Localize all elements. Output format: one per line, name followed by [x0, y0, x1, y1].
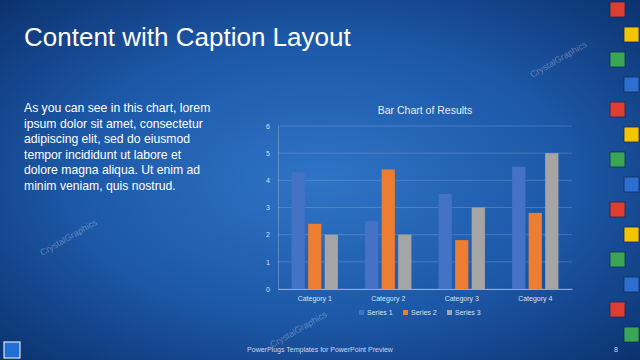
bar [439, 194, 452, 289]
x-tick-label: Category 3 [445, 295, 479, 303]
x-axis-line [279, 289, 573, 290]
legend-swatch [359, 310, 364, 315]
bars [292, 153, 559, 289]
background [0, 0, 640, 360]
y-axis-line [278, 127, 279, 290]
legend-label: Series 1 [367, 309, 393, 316]
bar [292, 172, 305, 289]
decor-square [610, 302, 625, 317]
grid-line [278, 153, 572, 154]
caption-line: dolore magna aliqua. Ut enim ad [24, 163, 200, 177]
bar [382, 169, 395, 289]
x-tick: Category 3 [445, 289, 479, 303]
slide-title: Content with Caption Layout [24, 22, 351, 52]
legend-swatch [403, 310, 408, 315]
grid-line [278, 234, 572, 235]
footer: PowerPlugs Templates for PowerPoint Prev… [247, 346, 394, 354]
watermark: CrystalGraphics [38, 217, 99, 258]
decor-square [610, 2, 625, 17]
y-tick: 1 [266, 259, 278, 266]
decor-square [624, 327, 639, 342]
x-tick-label: Category 4 [518, 295, 552, 303]
decor-square [610, 152, 625, 167]
bar [308, 224, 321, 289]
bar [398, 235, 411, 289]
chart: Bar Chart of Results0123456Category 1Cat… [266, 104, 572, 316]
y-axis: 0 1 2 3 4 5 6 [266, 123, 278, 293]
grid-line [278, 207, 572, 208]
grid-line [278, 126, 572, 127]
decor-square [610, 102, 625, 117]
bar [512, 167, 525, 289]
caption-line: minim veniam, quis nostrud. [24, 179, 176, 193]
y-tick-label: 2 [266, 231, 270, 238]
bar [529, 213, 542, 289]
x-axis: Category 1 Category 2 Category 3 Category 4 [279, 289, 573, 303]
legend-swatch [447, 310, 452, 315]
watermark: CrystalGraphics [268, 309, 329, 350]
decor-square [610, 252, 625, 267]
y-tick: 5 [266, 150, 278, 157]
y-tick-label: 0 [266, 286, 270, 293]
page-number: 8 [614, 346, 618, 353]
slide: CrystalGraphics CrystalGraphics CrystalGra… [0, 0, 640, 360]
x-tick-label: Category 2 [371, 295, 405, 303]
grid-line [278, 289, 572, 290]
caption-line: ipsum dolor sit amet, consectetur [24, 117, 203, 131]
y-tick-label: 6 [266, 123, 270, 130]
decor-square [624, 227, 639, 242]
decor-square [624, 177, 639, 192]
bar [365, 221, 378, 289]
decor-square [610, 52, 625, 67]
decor-square [624, 127, 639, 142]
caption-line: As you can see in this chart, lorem [24, 101, 210, 115]
caption-line: tempor incididunt ut labore et [24, 148, 182, 162]
decor-square [624, 277, 639, 292]
y-tick: 4 [266, 177, 278, 184]
caption-line: adipiscing elit, sed do eiusmod [24, 132, 190, 146]
decor-square [624, 77, 639, 92]
decor-square [610, 202, 625, 217]
y-tick-label: 3 [266, 204, 270, 211]
legend-label: Series 2 [411, 309, 437, 316]
legend: Series 1 Series 2 Series 3 [359, 309, 481, 316]
watermark: CrystalGraphics [528, 39, 589, 80]
grid-line [278, 261, 572, 262]
legend-label: Series 3 [455, 309, 481, 316]
y-tick-label: 1 [266, 259, 270, 266]
bar [455, 240, 468, 289]
y-tick: 6 [266, 123, 278, 130]
grid-line [278, 180, 572, 181]
x-tick: Category 2 [371, 289, 405, 303]
bar [325, 235, 338, 289]
y-tick: 3 [266, 204, 278, 211]
caption: As you can see in this chart, lorem ipsum… [24, 101, 210, 193]
decor-squares [610, 2, 639, 342]
y-tick: 2 [266, 231, 278, 238]
y-tick-label: 4 [266, 177, 270, 184]
bar [472, 208, 485, 290]
y-tick: 0 [266, 286, 278, 293]
logo [4, 342, 20, 358]
decor-square [624, 27, 639, 42]
chart-title: Bar Chart of Results [378, 104, 473, 116]
x-tick-label: Category 1 [298, 295, 332, 303]
bar [545, 153, 558, 289]
y-tick-label: 5 [266, 150, 270, 157]
x-tick: Category 4 [518, 289, 552, 303]
x-tick: Category 1 [298, 289, 332, 303]
grid [278, 126, 572, 289]
